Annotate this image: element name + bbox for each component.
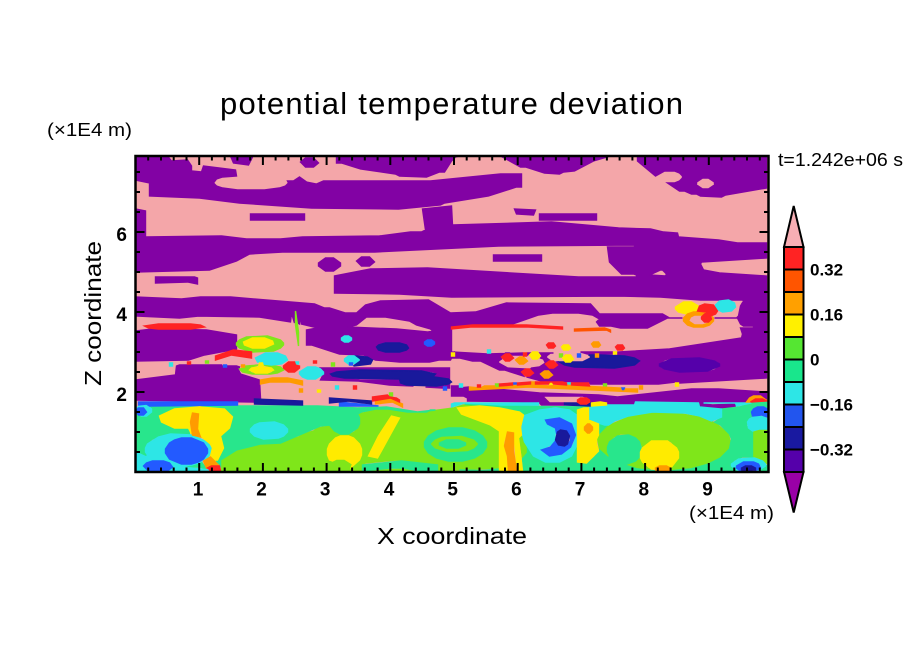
svg-text:8: 8	[639, 480, 650, 501]
svg-text:t=1.242e+06 s: t=1.242e+06 s	[778, 149, 903, 170]
svg-text:potential temperature deviatio: potential temperature deviation	[220, 86, 683, 121]
svg-text:(×1E4 m): (×1E4 m)	[689, 502, 774, 523]
svg-text:4: 4	[384, 480, 395, 501]
svg-text:Z coordinate: Z coordinate	[80, 241, 106, 386]
svg-text:X coordinate: X coordinate	[377, 523, 527, 549]
svg-text:7: 7	[575, 480, 586, 501]
svg-text:−0.32: −0.32	[810, 441, 853, 460]
svg-text:1: 1	[193, 480, 204, 501]
svg-text:0: 0	[810, 351, 819, 370]
svg-text:2: 2	[256, 480, 267, 501]
svg-text:6: 6	[511, 480, 522, 501]
svg-text:(×1E4 m): (×1E4 m)	[47, 119, 132, 140]
svg-text:2: 2	[116, 385, 127, 406]
svg-text:0.32: 0.32	[810, 261, 843, 280]
svg-text:4: 4	[116, 305, 127, 326]
svg-text:3: 3	[320, 480, 331, 501]
svg-text:6: 6	[116, 225, 127, 246]
svg-text:0.16: 0.16	[810, 306, 843, 325]
svg-text:9: 9	[702, 480, 713, 501]
svg-text:−0.16: −0.16	[810, 396, 853, 415]
svg-text:5: 5	[447, 480, 458, 501]
